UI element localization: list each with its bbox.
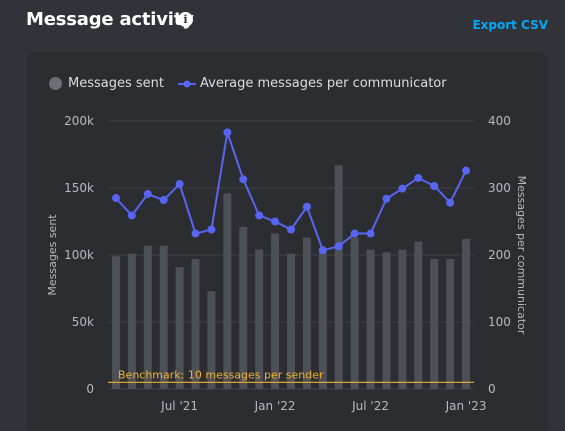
bar bbox=[430, 259, 439, 389]
bar bbox=[191, 259, 200, 389]
bar bbox=[398, 249, 407, 389]
bar bbox=[271, 233, 280, 389]
y-tick-label: 150k bbox=[64, 181, 94, 195]
bar bbox=[382, 252, 391, 389]
line-point bbox=[255, 211, 264, 220]
benchmark-label: Benchmark: 10 messages per sender bbox=[118, 368, 324, 381]
y2-tick-label: 0 bbox=[488, 382, 496, 396]
line-point bbox=[111, 194, 120, 203]
x-tick-label: Jan '23 bbox=[445, 399, 487, 413]
legend-label-messages-sent: Messages sent bbox=[68, 76, 164, 91]
page-title: Message activity bbox=[26, 9, 194, 30]
line-point bbox=[287, 225, 295, 234]
x-tick-label: Jan '22 bbox=[254, 399, 296, 413]
bar bbox=[223, 193, 232, 389]
bar bbox=[446, 259, 455, 389]
line-point bbox=[271, 217, 280, 226]
line-point bbox=[239, 175, 248, 184]
y-tick-label: 50k bbox=[72, 315, 94, 329]
line-point bbox=[382, 194, 391, 203]
gray-dot-icon bbox=[49, 77, 62, 90]
line-point bbox=[175, 179, 184, 188]
line-point bbox=[462, 166, 471, 175]
header: Message activity i Export CSV bbox=[0, 0, 565, 40]
export-csv-button[interactable]: Export CSV bbox=[472, 18, 548, 32]
legend-label-average-messages: Average messages per communicator bbox=[200, 76, 447, 91]
line-point bbox=[223, 128, 232, 137]
line-point bbox=[191, 229, 200, 238]
line-point bbox=[302, 202, 311, 211]
line-point bbox=[318, 246, 327, 255]
bar bbox=[287, 253, 295, 389]
y2-tick-label: 400 bbox=[488, 114, 511, 128]
bar bbox=[111, 256, 120, 389]
line-point bbox=[143, 190, 152, 199]
bar bbox=[207, 291, 216, 389]
line-point bbox=[446, 198, 455, 207]
x-tick-label: Jul '22 bbox=[351, 399, 389, 413]
line-point bbox=[398, 184, 407, 193]
info-icon[interactable]: i bbox=[178, 12, 193, 27]
y-axis-title: Messages sent bbox=[46, 214, 59, 296]
line-point bbox=[414, 173, 423, 182]
line-point bbox=[127, 211, 136, 220]
line-point bbox=[159, 196, 168, 205]
line-point bbox=[207, 225, 216, 234]
x-tick-label: Jul '21 bbox=[160, 399, 198, 413]
y2-tick-label: 300 bbox=[488, 181, 511, 195]
bar bbox=[334, 165, 343, 389]
line-point bbox=[350, 229, 359, 238]
y-tick-label: 0 bbox=[86, 382, 94, 396]
bar bbox=[159, 245, 168, 389]
bar bbox=[239, 226, 248, 389]
bar bbox=[462, 238, 471, 389]
bar bbox=[366, 249, 375, 389]
line-point bbox=[334, 242, 343, 251]
y2-tick-label: 200 bbox=[488, 248, 511, 262]
bar bbox=[143, 245, 152, 389]
y2-tick-label: 100 bbox=[488, 315, 511, 329]
y2-axis-title: Messages per communicator bbox=[515, 176, 528, 335]
line-marker-icon bbox=[178, 80, 196, 88]
y-tick-label: 100k bbox=[64, 248, 94, 262]
bar bbox=[175, 267, 184, 389]
y-tick-label: 200k bbox=[64, 114, 94, 128]
bar bbox=[350, 237, 359, 389]
bar bbox=[318, 249, 327, 389]
bar bbox=[127, 253, 136, 389]
line-point bbox=[430, 181, 439, 190]
bar bbox=[255, 249, 264, 389]
bar bbox=[302, 237, 311, 389]
bar bbox=[414, 241, 423, 389]
line-point bbox=[366, 229, 375, 238]
